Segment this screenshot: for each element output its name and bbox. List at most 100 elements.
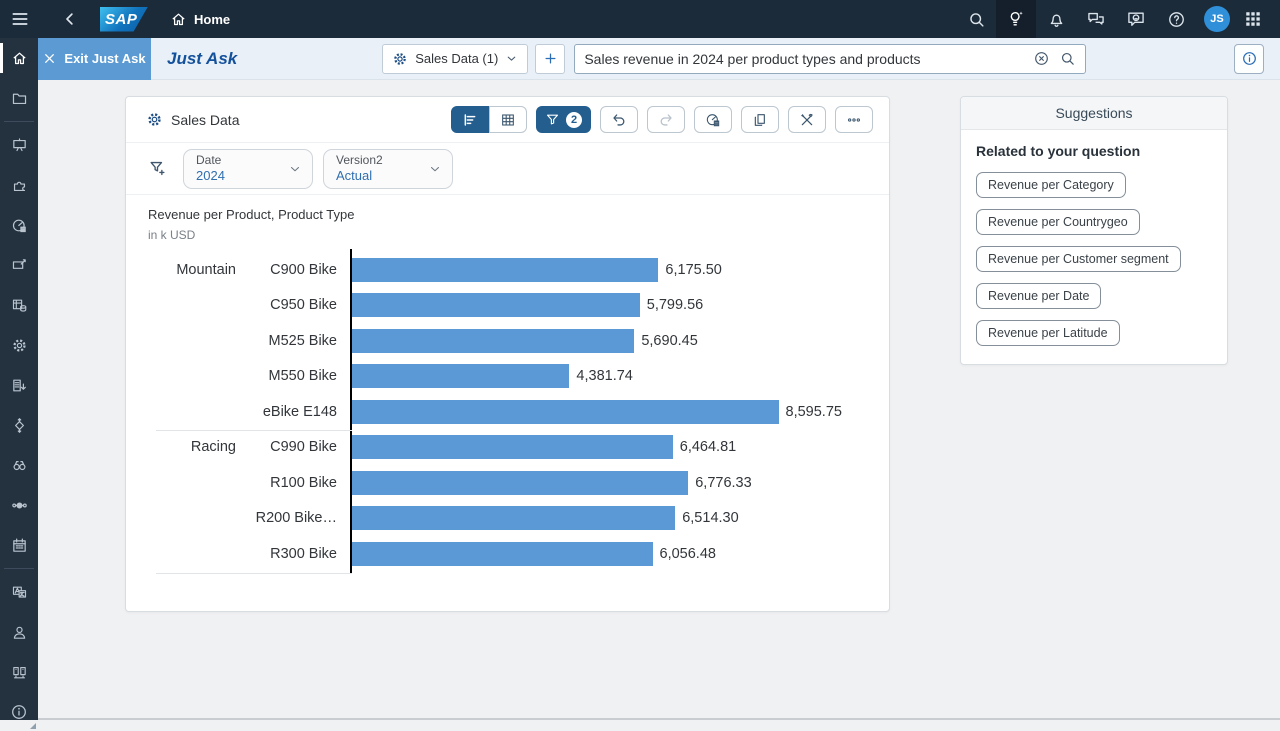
bar-zone: 6,464.81 [350,435,873,459]
sidebar-item-boardroom[interactable] [0,246,38,284]
suggestion-chip[interactable]: Revenue per Customer segment [976,246,1181,272]
feedback-icon[interactable] [1116,0,1156,38]
just-ask-bar: Exit Just Ask Just Ask Sales Data (1) [38,38,1280,80]
clear-icon[interactable] [1033,50,1050,67]
chevron-down-icon [428,162,442,176]
category-label: R100 Bike [240,475,350,491]
exit-just-ask-button[interactable]: Exit Just Ask [38,38,151,80]
breadcrumb-home[interactable]: Home [170,11,230,28]
more-actions-button[interactable] [835,106,873,133]
sidebar-item-connections[interactable] [0,653,38,691]
info-button[interactable] [1234,44,1264,74]
suggestions-body: Related to your question Revenue per Cat… [961,130,1227,364]
bar[interactable] [352,258,658,282]
category-label: C990 Bike [240,439,350,455]
bar-zone: 4,381.74 [350,364,873,388]
model-cog-icon [392,51,408,67]
chart-row: eBike E1488,595.75 [148,394,873,430]
bar-chart: MountainC900 Bike6,175.50C950 Bike5,799.… [148,252,873,572]
sidebar-item-profile[interactable] [0,613,38,651]
bar-zone: 5,690.45 [350,329,873,353]
just-ask-lightbulb-icon[interactable] [996,0,1036,38]
question-input[interactable] [584,51,1024,67]
suggestion-chip[interactable]: Revenue per Date [976,283,1101,309]
chart-row: RacingC990 Bike6,464.81 [148,430,873,466]
filter-token-date[interactable]: Date2024 [183,149,313,189]
filter-count-badge: 2 [566,112,582,128]
bar[interactable] [352,329,634,353]
redo-button[interactable] [647,106,685,133]
submit-search-icon[interactable] [1059,50,1076,67]
content-area: Sales Data 2 [38,80,1280,720]
bar[interactable] [352,400,779,424]
sidebar-divider [4,568,34,569]
app-switcher-icon[interactable] [1238,0,1268,38]
sap-logo-text: SAP [105,11,137,28]
user-avatar[interactable]: JS [1204,6,1230,32]
value-label: 8,595.75 [786,404,842,420]
suggestion-chip[interactable]: Revenue per Latitude [976,320,1120,346]
filter-button[interactable]: 2 [536,106,591,133]
bar[interactable] [352,542,653,566]
sidebar-item-about[interactable] [0,693,38,731]
category-label: C950 Bike [240,297,350,313]
help-icon[interactable] [1156,0,1196,38]
category-label: C900 Bike [240,262,350,278]
notifications-bell-icon[interactable] [1036,0,1076,38]
shell-actions: JS [956,0,1280,38]
sidebar-item-calendar[interactable] [0,526,38,564]
suggestions-header: Suggestions [961,97,1227,130]
table-view-button[interactable] [489,106,527,133]
sidebar-item-extensions[interactable] [0,166,38,204]
bar[interactable] [352,293,640,317]
suggestion-chip[interactable]: Revenue per Category [976,172,1126,198]
data-model-selector[interactable]: Sales Data (1) [382,44,528,74]
shell-top-bar: SAP Home JS [0,0,1280,38]
bar[interactable] [352,506,675,530]
menu-icon[interactable] [4,0,36,38]
suggestion-chips: Revenue per Category Revenue per Countryg… [976,172,1212,346]
filter-label: Version2 [336,153,414,168]
sidebar-item-analytic-apps[interactable] [0,206,38,244]
edit-tools-button[interactable] [788,106,826,133]
category-label: M550 Bike [240,368,350,384]
bar-zone: 5,799.56 [350,293,873,317]
home-icon [170,11,187,28]
sidebar-item-translation[interactable] [0,573,38,611]
widget-header: Sales Data 2 [126,97,889,143]
chart-row: R100 Bike6,776.33 [148,465,873,501]
smart-insights-button[interactable] [694,106,732,133]
category-label: M525 Bike [240,333,350,349]
category-label: R300 Bike [240,546,350,562]
bar[interactable] [352,435,673,459]
sidebar-item-dimensions[interactable] [0,406,38,444]
sidebar-item-home[interactable] [0,39,38,77]
value-label: 6,175.50 [665,262,721,278]
sidebar-item-files[interactable] [0,79,38,117]
close-icon [43,52,56,65]
just-ask-title: Just Ask [167,49,237,69]
bar[interactable] [352,364,569,388]
filter-token-version2[interactable]: Version2Actual [323,149,453,189]
sidebar-item-processes[interactable] [0,486,38,524]
add-filter-icon[interactable] [148,159,167,178]
sidebar-item-data-import[interactable] [0,366,38,404]
resize-handle[interactable] [30,723,36,729]
sidebar-item-explorer[interactable] [0,446,38,484]
sidebar-item-stories[interactable] [0,126,38,164]
bar-zone: 6,514.30 [350,506,873,530]
search-icon[interactable] [956,0,996,38]
bar[interactable] [352,471,688,495]
filter-value: Actual [336,168,414,184]
chart-view-button[interactable] [451,106,489,133]
widget-toolbar: 2 [451,106,873,133]
undo-button[interactable] [600,106,638,133]
copy-button[interactable] [741,106,779,133]
add-question-button[interactable] [535,44,565,74]
back-icon[interactable] [54,0,86,38]
sidebar-item-datasets[interactable] [0,286,38,324]
discussions-icon[interactable] [1076,0,1116,38]
exit-just-ask-label: Exit Just Ask [64,51,145,66]
sidebar-item-modeler[interactable] [0,326,38,364]
suggestion-chip[interactable]: Revenue per Countrygeo [976,209,1140,235]
